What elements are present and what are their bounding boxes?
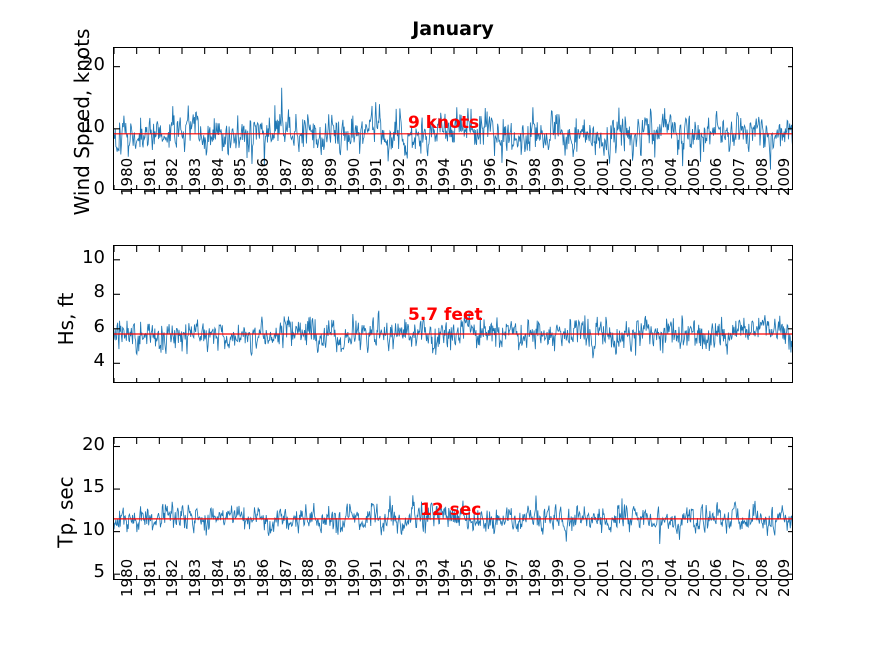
x-tick-label-year: 1985	[231, 157, 250, 196]
data-series-line	[114, 495, 792, 544]
x-tick-label-year: 1989	[322, 157, 340, 196]
hs-plot-svg	[114, 246, 792, 382]
x-tick-label-year: 1993	[412, 558, 431, 597]
x-tick-label-year: 2005	[684, 558, 703, 597]
x-tick-label-year: 1996	[480, 558, 499, 597]
chart-panel-hs[interactable]	[113, 245, 793, 383]
x-tick-label-year: 2007	[730, 558, 748, 597]
x-tick-label-year: 1987	[276, 157, 295, 196]
chart-panel-wind-speed[interactable]	[113, 47, 793, 190]
x-tick-label-year: 2009	[775, 157, 794, 196]
y-tick-label: 20	[82, 433, 105, 455]
x-tick-label-year: 2004	[662, 157, 680, 196]
wind-speed-plot-svg	[114, 48, 792, 189]
y-tick-label: 8	[93, 281, 105, 303]
data-series-line	[114, 310, 792, 359]
x-tick-label-year: 1992	[390, 157, 408, 196]
x-tick-label-year: 2003	[639, 157, 658, 196]
x-tick-label-year: 2000	[571, 157, 590, 196]
x-tick-label-year: 1996	[480, 157, 499, 196]
x-tick-label-year: 2001	[594, 558, 612, 597]
chart-panel-tp[interactable]	[113, 437, 793, 580]
x-tick-label-year: 1994	[435, 157, 454, 196]
x-tick-label-year: 1984	[208, 558, 227, 597]
page-title: January	[412, 18, 494, 40]
x-tick-label-year: 1997	[503, 157, 522, 196]
y-tick-label: 0	[93, 178, 105, 199]
x-tick-label-year: 1980	[118, 157, 136, 196]
x-tick-label-year: 1983	[186, 558, 204, 597]
x-tick-label-year: 1992	[390, 558, 408, 597]
x-tick-label-year: 1993	[412, 157, 431, 196]
x-tick-label-year: 1998	[526, 157, 544, 196]
x-tick-label-year: 1988	[299, 558, 318, 597]
x-tick-label-year: 2009	[775, 558, 794, 597]
x-tick-label-year: 1991	[367, 558, 386, 597]
y-tick-label: 15	[82, 476, 105, 498]
x-tick-label-year: 1990	[344, 558, 363, 597]
x-tick-label-year: 1995	[458, 558, 476, 597]
x-tick-label-year: 2003	[639, 558, 658, 597]
annotation-mean-tp: 12 sec	[420, 500, 482, 520]
x-tick-label-year: 1988	[299, 157, 318, 196]
y-tick-label: 4	[93, 350, 105, 372]
x-tick-label-year: 2001	[594, 157, 612, 196]
x-tick-label-year: 1991	[367, 157, 386, 196]
x-tick-label-year: 1989	[322, 558, 340, 597]
x-tick-label-year: 1983	[186, 157, 204, 196]
x-tick-label-year: 1985	[231, 558, 250, 597]
x-tick-label-year: 2004	[662, 558, 680, 597]
x-tick-label-year: 2007	[730, 157, 748, 196]
data-series-line	[114, 87, 792, 170]
x-tick-label-year: 2002	[616, 558, 635, 597]
x-tick-label-year: 2008	[752, 157, 771, 196]
y-tick-label: 10	[82, 115, 105, 137]
x-tick-label-year: 1982	[163, 157, 182, 196]
y-tick-label: 10	[82, 518, 105, 540]
y-tick-label: 6	[93, 315, 105, 337]
x-tick-label-year: 2002	[616, 157, 635, 196]
x-tick-label-year: 1999	[548, 157, 567, 196]
x-tick-label-year: 1980	[118, 558, 136, 597]
x-tick-label-year: 1982	[163, 558, 182, 597]
x-tick-label-year: 2005	[684, 157, 703, 196]
x-tick-label-year: 1990	[344, 157, 363, 196]
y-axis-label-tp: Tp, sec	[53, 476, 78, 548]
x-tick-label-year: 2006	[707, 157, 726, 196]
x-tick-label-year: 1997	[503, 558, 522, 597]
x-tick-label-year: 1994	[435, 558, 454, 597]
annotation-mean-hs: 5.7 feet	[408, 305, 483, 325]
x-tick-label-year: 1981	[140, 558, 159, 597]
x-tick-label-year: 2000	[571, 558, 590, 597]
y-tick-label: 5	[93, 561, 105, 583]
y-tick-label: 20	[82, 53, 105, 75]
x-tick-label-year: 2008	[752, 558, 771, 597]
annotation-mean-wind-speed: 9 knots	[408, 113, 480, 133]
x-tick-label-year: 1987	[276, 558, 295, 597]
x-tick-label-year: 1984	[208, 157, 227, 196]
x-tick-label-year: 1986	[254, 558, 272, 597]
x-tick-label-year: 1981	[140, 157, 159, 196]
x-tick-label-year: 1998	[526, 558, 544, 597]
x-tick-label-year: 2006	[707, 558, 726, 597]
x-tick-label-year: 1995	[458, 157, 476, 196]
x-tick-label-year: 1999	[548, 558, 567, 597]
y-tick-label: 10	[82, 246, 105, 268]
tp-plot-svg	[114, 438, 792, 579]
x-tick-label-year: 1986	[254, 157, 272, 196]
